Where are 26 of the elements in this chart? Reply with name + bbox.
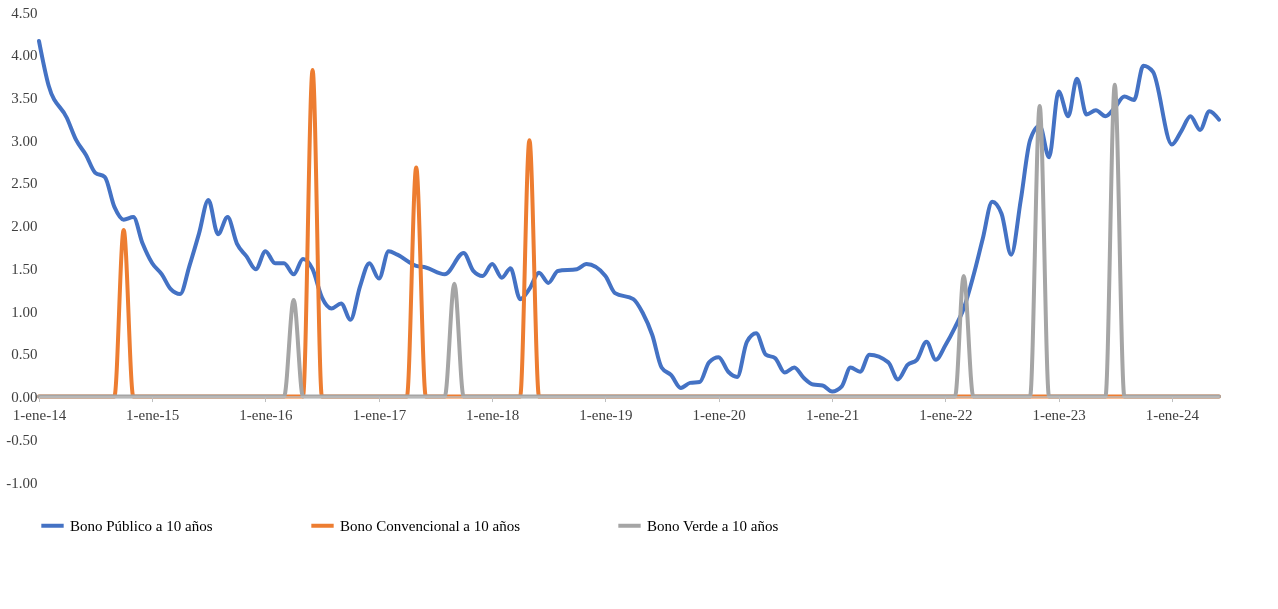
- y-tick-label: 3.00: [11, 132, 38, 149]
- legend-label: Bono Público a 10 años: [70, 517, 213, 534]
- x-tick-label: 1-ene-15: [126, 407, 180, 424]
- y-tick-label: 1.00: [11, 303, 38, 320]
- x-tick-label: 1-ene-21: [806, 407, 860, 424]
- y-tick-label: 0.00: [11, 389, 38, 406]
- x-tick-label: 1-ene-19: [579, 407, 633, 424]
- x-tick-label: 1-ene-14: [12, 407, 67, 424]
- y-tick-label: 2.00: [11, 218, 38, 235]
- x-tick-label: 1-ene-24: [1145, 407, 1200, 424]
- y-tick-label: 4.50: [11, 4, 38, 21]
- y-tick-label: -0.50: [6, 431, 38, 448]
- x-tick-label: 1-ene-17: [352, 407, 407, 424]
- x-tick-label: 1-ene-23: [1032, 407, 1086, 424]
- x-tick-label: 1-ene-16: [239, 407, 294, 424]
- y-tick-label: 4.00: [11, 47, 38, 64]
- x-tick-label: 1-ene-20: [692, 407, 746, 424]
- y-tick-label: 2.50: [11, 175, 38, 192]
- y-tick-label: -1.00: [6, 474, 38, 491]
- y-tick-label: 0.50: [11, 346, 38, 363]
- x-tick-label: 1-ene-18: [466, 407, 520, 424]
- y-tick-label: 3.50: [11, 89, 38, 106]
- legend-label: Bono Convencional a 10 años: [340, 517, 521, 534]
- x-tick-label: 1-ene-22: [919, 407, 973, 424]
- legend-label: Bono Verde a 10 años: [647, 517, 779, 534]
- y-tick-label: 1.50: [11, 260, 38, 277]
